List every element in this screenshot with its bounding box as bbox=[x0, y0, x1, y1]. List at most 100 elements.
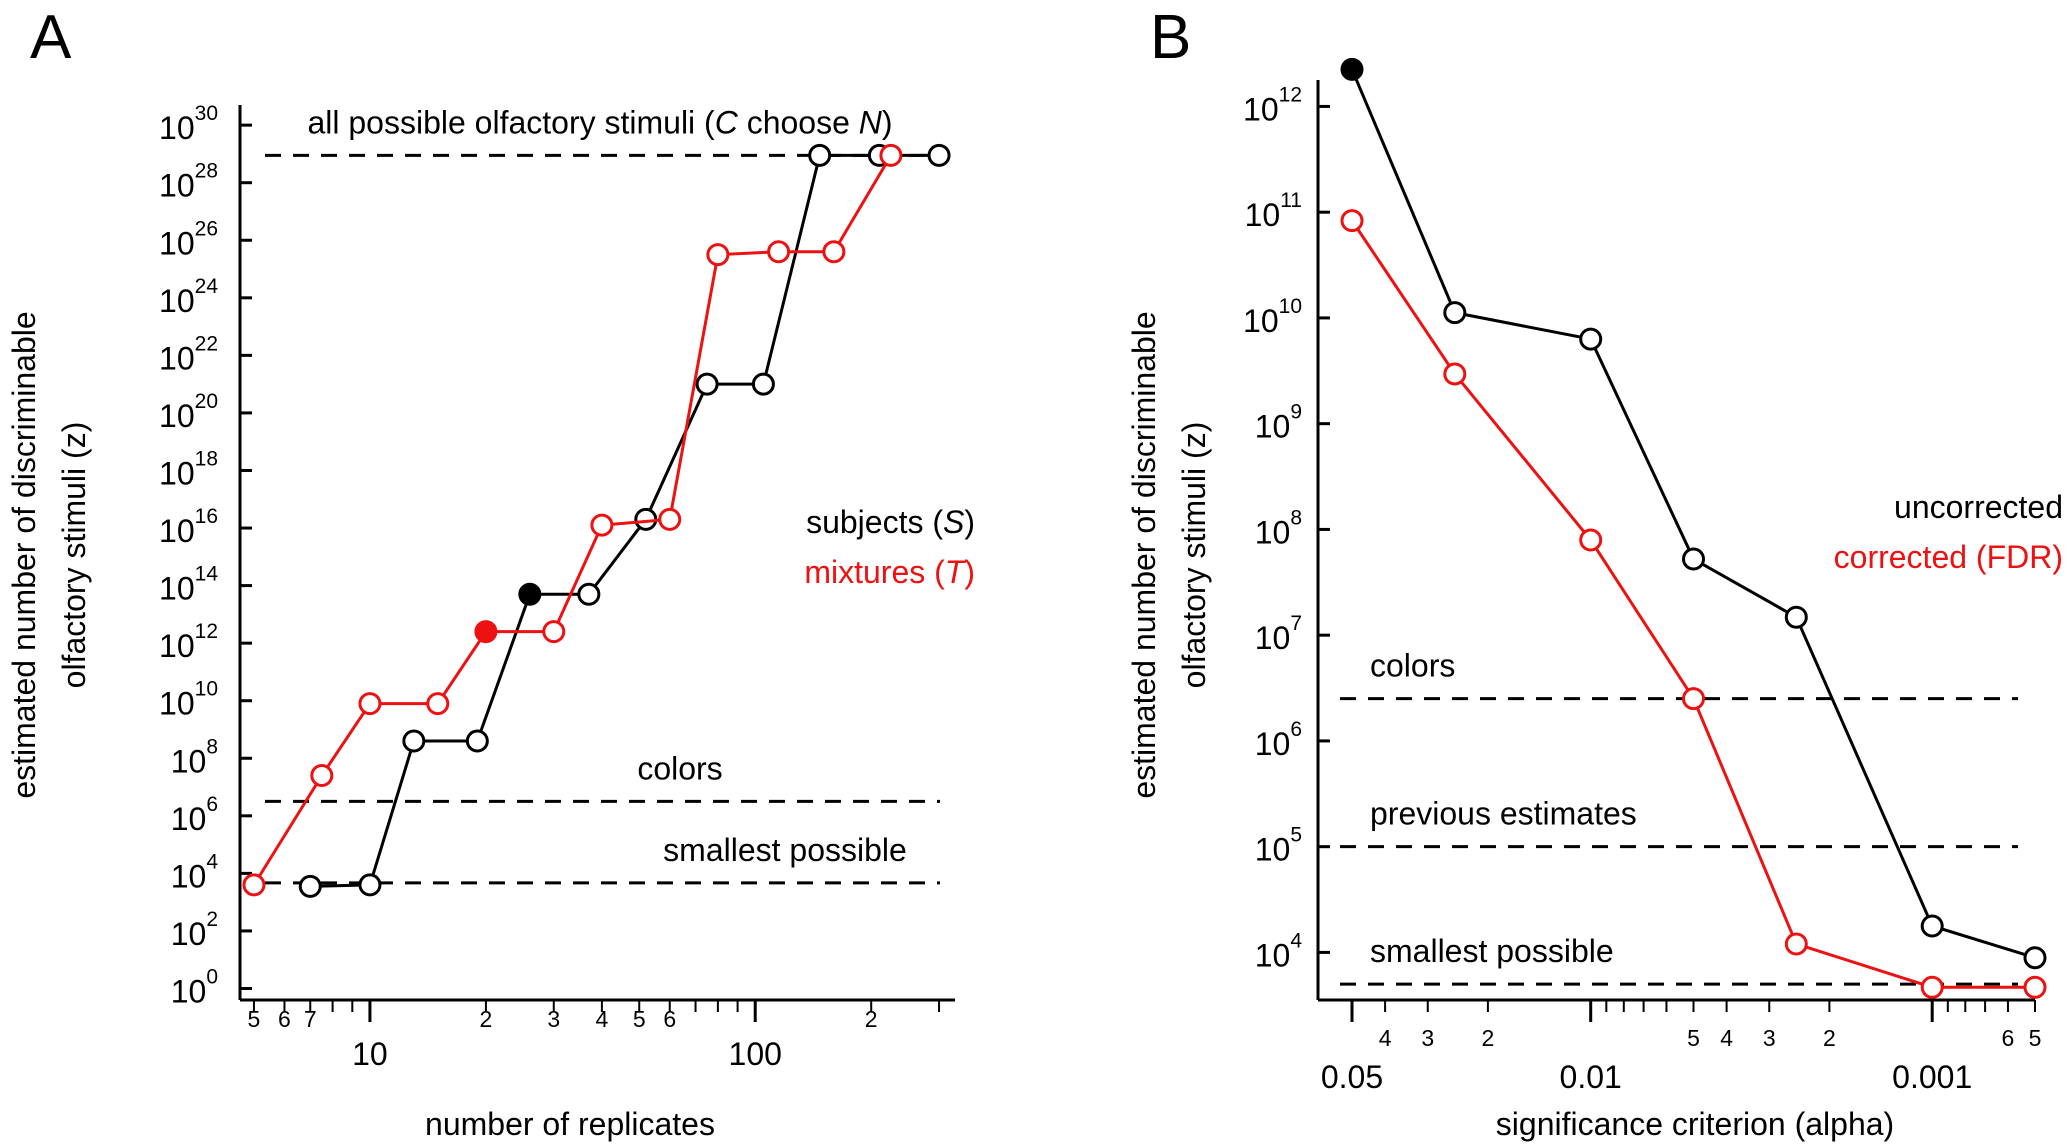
data-point bbox=[706, 243, 730, 267]
reference-line-label: all possible olfactory stimuli (C choose… bbox=[307, 104, 892, 140]
y-axis-title-line1: estimated number of discriminable bbox=[1126, 311, 1162, 798]
data-point bbox=[1682, 687, 1705, 711]
y-tick-label: 1012 bbox=[1243, 83, 1302, 127]
data-point bbox=[298, 874, 322, 898]
y-tick-label: 1012 bbox=[159, 620, 218, 664]
x-major-tick-label: 10 bbox=[352, 1036, 388, 1072]
y-tick-label: 100 bbox=[171, 965, 218, 1009]
data-point bbox=[577, 582, 601, 606]
x-minor-tick-label: 2 bbox=[480, 1006, 493, 1032]
data-point bbox=[518, 582, 542, 606]
data-point bbox=[1920, 914, 1944, 938]
x-minor-tick-label: 2 bbox=[1823, 1025, 1836, 1051]
x-major-tick-label: 0.01 bbox=[1560, 1059, 1622, 1095]
y-tick-label: 108 bbox=[1255, 506, 1302, 550]
y-tick-label: 1014 bbox=[159, 563, 218, 607]
x-major-tick-label: 0.001 bbox=[1892, 1059, 1972, 1095]
data-point bbox=[927, 143, 951, 167]
data-point bbox=[2023, 946, 2047, 970]
y-tick-label: 1020 bbox=[159, 390, 218, 434]
x-axis-title: number of replicates bbox=[425, 1106, 715, 1142]
data-point bbox=[1443, 301, 1467, 325]
x-minor-tick-label: 5 bbox=[1687, 1025, 1700, 1051]
legend-entry: mixtures (T) bbox=[804, 554, 975, 590]
x-minor-tick-label: 4 bbox=[596, 1006, 609, 1032]
x-minor-tick-label: 3 bbox=[1421, 1025, 1434, 1051]
x-minor-tick-label: 4 bbox=[1379, 1025, 1392, 1051]
x-axis-title: significance criterion (alpha) bbox=[1496, 1106, 1894, 1142]
data-point bbox=[879, 143, 903, 167]
y-tick-label: 104 bbox=[1255, 929, 1303, 973]
y-axis-title-line2: olfactory stimuli (z) bbox=[56, 422, 92, 689]
y-tick-label: 1010 bbox=[1243, 295, 1302, 339]
data-point bbox=[1340, 57, 1364, 81]
data-point bbox=[310, 764, 334, 788]
y-tick-label: 106 bbox=[1255, 718, 1302, 762]
x-minor-tick-label: 5 bbox=[248, 1006, 261, 1032]
y-tick-label: 109 bbox=[1255, 401, 1302, 445]
y-tick-label: 1016 bbox=[159, 505, 218, 549]
legend-entry: uncorrected bbox=[1894, 489, 2063, 525]
y-axis-title-line1: estimated number of discriminable bbox=[6, 311, 42, 798]
y-tick-label: 1026 bbox=[159, 217, 218, 261]
data-point bbox=[1920, 975, 1944, 999]
legend-entry: subjects (S) bbox=[806, 504, 975, 540]
x-major-tick-label: 100 bbox=[729, 1036, 782, 1072]
data-point bbox=[1682, 547, 1705, 571]
reference-line-label: smallest possible bbox=[663, 832, 907, 868]
data-point bbox=[751, 372, 775, 396]
x-minor-tick-label: 3 bbox=[1763, 1025, 1776, 1051]
data-point bbox=[767, 240, 791, 264]
y-tick-label: 1028 bbox=[159, 160, 218, 204]
data-point bbox=[1443, 362, 1467, 386]
data-point bbox=[358, 873, 382, 897]
y-tick-label: 1022 bbox=[159, 332, 218, 376]
data-point bbox=[695, 372, 719, 396]
y-tick-label: 104 bbox=[171, 850, 219, 894]
panel-letter: B bbox=[1150, 3, 1191, 72]
reference-line-label: colors bbox=[1370, 648, 1455, 684]
x-minor-tick-label: 2 bbox=[865, 1006, 878, 1032]
panel-b: B 104 105 106 107 108 109 1010 1011 1012 0.05 0.01 0… bbox=[1126, 3, 2063, 1142]
data-point bbox=[590, 513, 614, 537]
data-point bbox=[1579, 327, 1603, 351]
y-axis-title-line2: olfactory stimuli (z) bbox=[1176, 422, 1212, 689]
x-minor-tick-label: 6 bbox=[663, 1006, 676, 1032]
x-minor-tick-label: 6 bbox=[2002, 1025, 2015, 1051]
y-tick-label: 108 bbox=[171, 735, 218, 779]
data-point bbox=[1579, 528, 1603, 552]
y-tick-label: 105 bbox=[1255, 824, 1302, 868]
x-major-tick-label: 0.05 bbox=[1321, 1059, 1383, 1095]
data-point bbox=[426, 692, 450, 716]
data-point bbox=[1784, 932, 1808, 956]
data-point bbox=[658, 507, 682, 531]
y-tick-label: 102 bbox=[171, 908, 218, 952]
y-tick-label: 1018 bbox=[159, 447, 218, 491]
x-minor-tick-label: 7 bbox=[304, 1006, 317, 1032]
data-point bbox=[1340, 209, 1364, 233]
x-minor-tick-label: 5 bbox=[633, 1006, 646, 1032]
data-point bbox=[465, 729, 489, 753]
y-tick-label: 1024 bbox=[159, 275, 218, 319]
data-point bbox=[822, 240, 846, 264]
y-tick-label: 107 bbox=[1255, 612, 1302, 656]
series-line bbox=[1350, 219, 2035, 989]
data-point bbox=[358, 692, 382, 716]
panel-a: A100102104106108101010121014101610181020… bbox=[6, 3, 975, 1142]
y-tick-label: 1011 bbox=[1245, 189, 1302, 233]
data-point bbox=[474, 620, 498, 644]
y-tick-label: 1010 bbox=[159, 678, 218, 722]
series-line bbox=[252, 154, 893, 886]
reference-line-label: previous estimates bbox=[1370, 796, 1637, 832]
y-tick-label: 1030 bbox=[159, 102, 218, 146]
data-point bbox=[1784, 605, 1808, 629]
reference-line-label: smallest possible bbox=[1370, 933, 1614, 969]
x-minor-tick-label: 3 bbox=[547, 1006, 560, 1032]
reference-line-label: colors bbox=[637, 750, 722, 786]
panel-letter: A bbox=[30, 3, 72, 72]
x-minor-tick-label: 4 bbox=[1720, 1025, 1733, 1051]
data-point bbox=[542, 620, 566, 644]
x-minor-tick-label: 6 bbox=[278, 1006, 291, 1032]
data-point bbox=[2023, 975, 2047, 999]
